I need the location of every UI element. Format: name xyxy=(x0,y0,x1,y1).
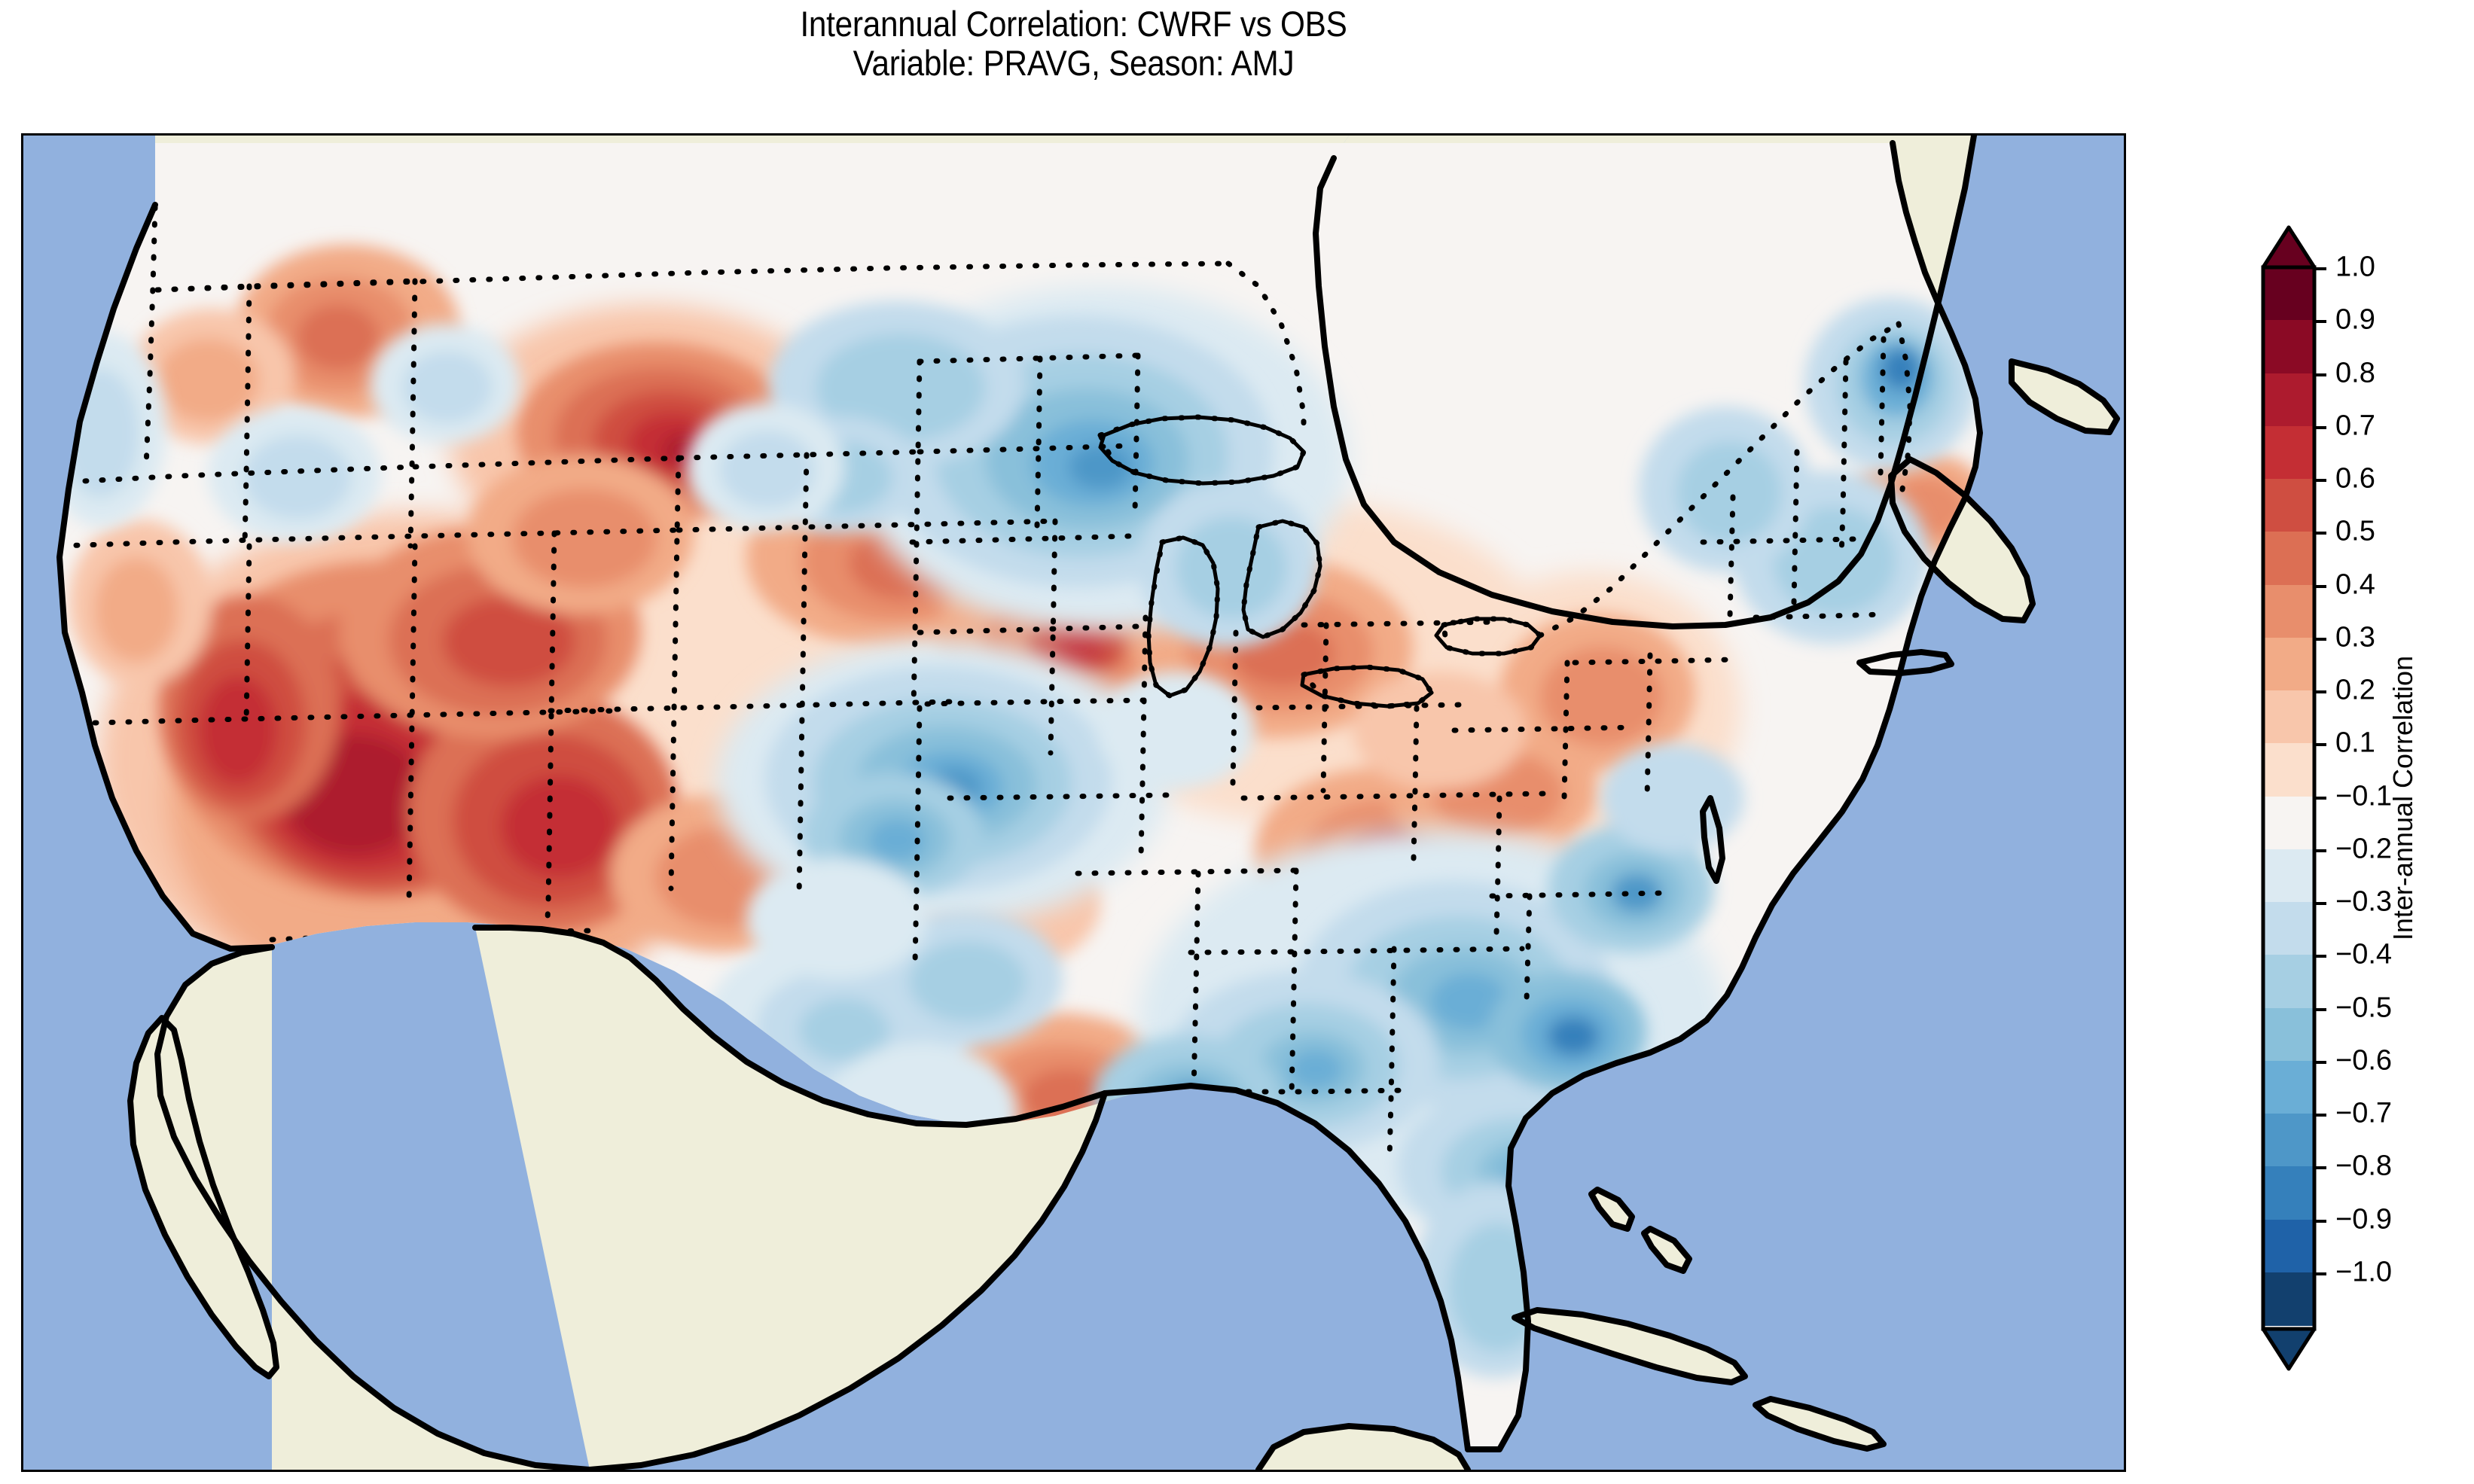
colorbar-tick-label: 0.3 xyxy=(2335,621,2375,654)
colorbar-band xyxy=(2263,637,2314,691)
colorbar-band xyxy=(2263,1007,2314,1062)
colorbar-band xyxy=(2263,373,2314,427)
colorbar-tick-label: 0.8 xyxy=(2335,357,2375,389)
colorbar-tick-mark xyxy=(2314,267,2326,270)
colorbar-axis-label: Inter-annual Correlation xyxy=(2387,655,2418,941)
colorbar-extend-top-arrow xyxy=(2261,225,2317,270)
colorbar-tick-label: −0.1 xyxy=(2335,780,2393,812)
colorbar-tick-label: −0.5 xyxy=(2335,992,2393,1023)
colorbar-tick-mark xyxy=(2314,320,2326,324)
colorbar-tick-label: −0.3 xyxy=(2335,885,2393,918)
colorbar-tick-mark xyxy=(2314,637,2326,641)
colorbar-band xyxy=(2263,955,2314,1009)
colorbar-tick-mark xyxy=(2314,955,2326,958)
colorbar-band xyxy=(2263,849,2314,903)
colorbar-band xyxy=(2263,796,2314,850)
colorbar-tick-mark xyxy=(2314,479,2326,482)
colorbar-band xyxy=(2263,1060,2314,1114)
colorbar-tick-mark xyxy=(2314,796,2326,800)
colorbar-band xyxy=(2263,1272,2314,1326)
colorbar-band xyxy=(2263,584,2314,638)
colorbar[interactable]: 1.0 0.9 0.8 0.7 0.6 0.5 0.4 0.3 0.2 0.1 −0.1 −0.2 −0… xyxy=(2261,225,2459,1371)
colorbar-tick-mark xyxy=(2314,743,2326,747)
colorbar-band xyxy=(2263,479,2314,532)
colorbar-band xyxy=(2263,532,2314,586)
colorbar-tick-label: 0.1 xyxy=(2335,727,2375,759)
colorbar-band xyxy=(2263,267,2314,321)
colorbar-tick-label: −0.8 xyxy=(2335,1150,2393,1182)
colorbar-tick-label: −1.0 xyxy=(2335,1256,2393,1288)
colorbar-tick-label: −0.2 xyxy=(2335,833,2393,865)
title-line-1: Interannual Correlation: CWRF vs OBS xyxy=(800,4,1347,44)
colorbar-band xyxy=(2263,743,2314,797)
correlation-field xyxy=(59,143,1980,1449)
colorbar-tick-mark xyxy=(2314,532,2326,535)
colorbar-tick-label: −0.9 xyxy=(2335,1203,2393,1235)
colorbar-band xyxy=(2263,1166,2314,1220)
colorbar-band xyxy=(2263,320,2314,374)
colorbar-band xyxy=(2263,425,2314,480)
colorbar-bands xyxy=(2263,267,2314,1326)
colorbar-tick-label: −0.4 xyxy=(2335,938,2393,971)
colorbar-tick-mark xyxy=(2314,1114,2326,1117)
colorbar-band xyxy=(2263,690,2314,744)
colorbar-tick-mark xyxy=(2314,1007,2326,1011)
colorbar-tick-label: 0.2 xyxy=(2335,674,2375,706)
title-line-2: Variable: PRAVG, Season: AMJ xyxy=(853,42,1295,83)
colorbar-tick-mark xyxy=(2314,1219,2326,1223)
map-canvas xyxy=(23,136,2124,1470)
colorbar-band xyxy=(2263,902,2314,955)
colorbar-tick-mark xyxy=(2314,849,2326,852)
colorbar-tick-mark xyxy=(2314,1272,2326,1275)
figure-title: Interannual Correlation: CWRF vs OBS Var… xyxy=(0,5,2147,82)
colorbar-tick-label: 0.9 xyxy=(2335,303,2375,336)
colorbar-tick-label: 0.7 xyxy=(2335,410,2375,442)
colorbar-band xyxy=(2263,1114,2314,1167)
colorbar-tick-mark xyxy=(2314,584,2326,588)
colorbar-tick-mark xyxy=(2314,1166,2326,1170)
colorbar-tick-mark xyxy=(2314,425,2326,429)
colorbar-extend-bottom-arrow xyxy=(2261,1327,2317,1371)
map-panel[interactable] xyxy=(21,133,2126,1472)
colorbar-tick-mark xyxy=(2314,373,2326,376)
colorbar-tick-label: 0.4 xyxy=(2335,568,2375,600)
colorbar-tick-label: 0.6 xyxy=(2335,462,2375,495)
colorbar-tick-label: −0.6 xyxy=(2335,1044,2393,1077)
colorbar-tick-label: 1.0 xyxy=(2335,251,2375,283)
colorbar-band xyxy=(2263,1219,2314,1273)
colorbar-tick-mark xyxy=(2314,902,2326,905)
colorbar-tick-mark xyxy=(2314,690,2326,693)
coastlines xyxy=(56,136,2120,1470)
colorbar-tick-label: −0.7 xyxy=(2335,1097,2393,1129)
colorbar-tick-mark xyxy=(2314,1060,2326,1064)
colorbar-tick-label: 0.5 xyxy=(2335,515,2375,547)
